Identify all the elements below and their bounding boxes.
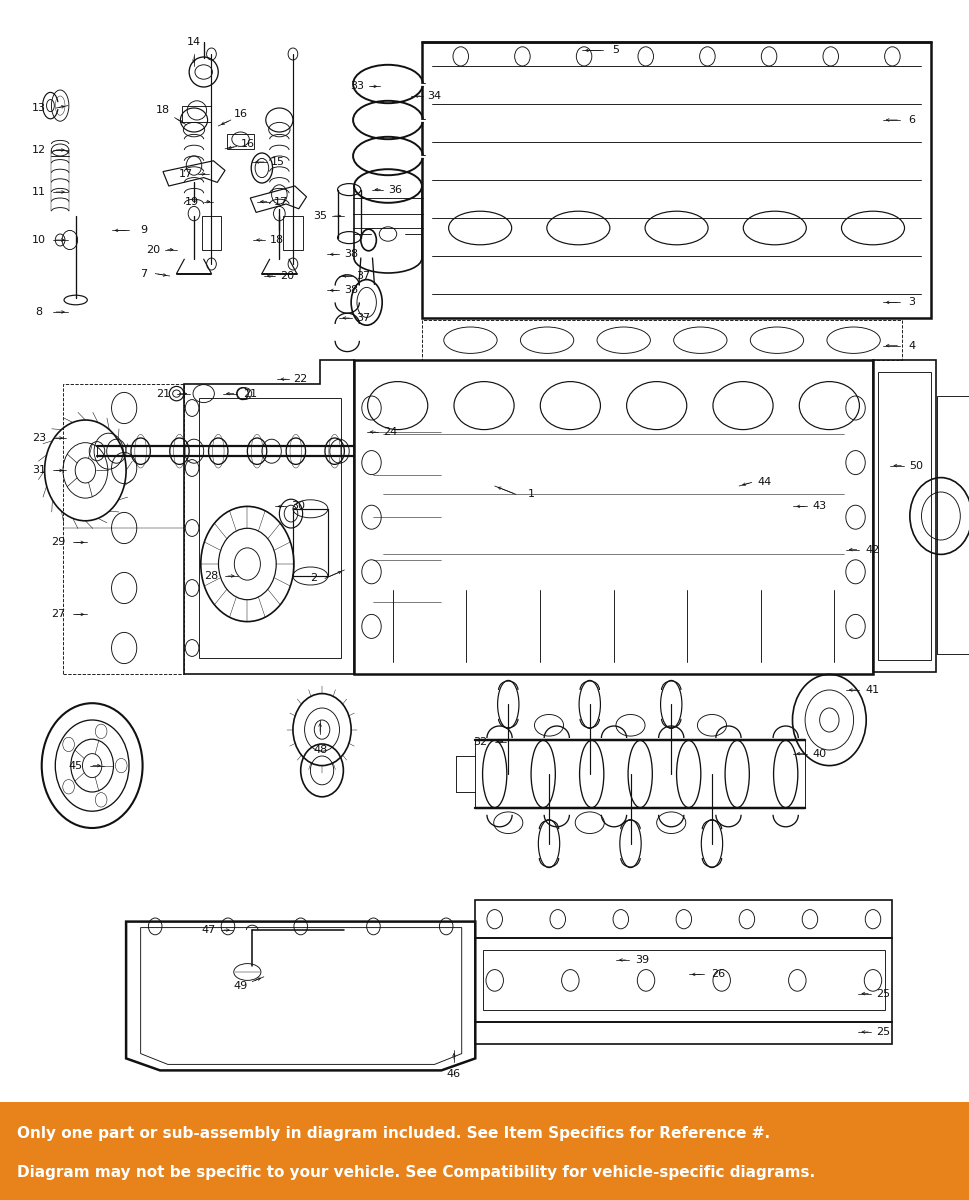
Text: 37: 37 xyxy=(357,313,370,323)
Text: Only one part or sub-assembly in diagram included. See Item Specifics for Refere: Only one part or sub-assembly in diagram… xyxy=(17,1126,769,1140)
Text: 14: 14 xyxy=(187,37,201,47)
Text: 50: 50 xyxy=(909,461,922,470)
Bar xyxy=(202,216,221,250)
Text: 4: 4 xyxy=(907,341,915,350)
Text: 22: 22 xyxy=(294,374,307,384)
Text: 25: 25 xyxy=(875,1027,889,1037)
Text: 25: 25 xyxy=(875,989,889,998)
Bar xyxy=(283,216,302,250)
Text: 8: 8 xyxy=(35,307,43,317)
Text: 20: 20 xyxy=(146,245,160,254)
Text: 9: 9 xyxy=(140,226,147,235)
Text: 41: 41 xyxy=(865,685,879,695)
Text: 46: 46 xyxy=(447,1069,460,1079)
Text: 43: 43 xyxy=(812,502,826,511)
Text: 17: 17 xyxy=(274,197,288,206)
Text: 1: 1 xyxy=(527,490,535,499)
Text: 27: 27 xyxy=(51,610,65,619)
Text: 40: 40 xyxy=(812,749,826,758)
Text: 32: 32 xyxy=(473,737,486,746)
Text: 13: 13 xyxy=(32,103,46,113)
Text: Diagram may not be specific to your vehicle. See Compatibility for vehicle-speci: Diagram may not be specific to your vehi… xyxy=(17,1165,815,1180)
Text: 38: 38 xyxy=(344,286,358,295)
Bar xyxy=(0,1102,969,1200)
Text: 7: 7 xyxy=(140,269,147,278)
Text: 18: 18 xyxy=(269,235,283,245)
Text: 20: 20 xyxy=(280,271,294,281)
Text: 45: 45 xyxy=(69,761,82,770)
Text: 26: 26 xyxy=(710,970,724,979)
Text: 24: 24 xyxy=(383,427,396,437)
Text: 11: 11 xyxy=(32,187,46,197)
Text: 37: 37 xyxy=(357,271,370,281)
Text: 15: 15 xyxy=(270,157,284,167)
Text: 34: 34 xyxy=(427,91,441,101)
Text: 38: 38 xyxy=(344,250,358,259)
Text: 16: 16 xyxy=(234,109,247,119)
Text: 39: 39 xyxy=(635,955,648,965)
Text: 48: 48 xyxy=(313,745,327,755)
Text: 49: 49 xyxy=(234,982,247,991)
Text: 2: 2 xyxy=(309,574,317,583)
Text: 28: 28 xyxy=(204,571,218,581)
Text: 29: 29 xyxy=(51,538,65,547)
Text: 12: 12 xyxy=(32,145,46,155)
Text: 42: 42 xyxy=(865,545,879,554)
Text: 35: 35 xyxy=(313,211,327,221)
Text: 16: 16 xyxy=(241,139,255,149)
Text: 3: 3 xyxy=(907,298,915,307)
Text: 21: 21 xyxy=(243,389,257,398)
Text: 23: 23 xyxy=(32,433,46,443)
Text: 6: 6 xyxy=(907,115,915,125)
Text: 36: 36 xyxy=(388,185,401,194)
Text: 31: 31 xyxy=(32,466,46,475)
Text: 18: 18 xyxy=(156,106,170,115)
Text: 19: 19 xyxy=(185,197,199,206)
Text: 33: 33 xyxy=(350,82,363,91)
Text: 44: 44 xyxy=(757,478,770,487)
Text: 5: 5 xyxy=(611,46,619,55)
Text: 21: 21 xyxy=(156,389,170,398)
Text: 10: 10 xyxy=(32,235,46,245)
Text: 47: 47 xyxy=(202,925,215,935)
Text: 17: 17 xyxy=(179,169,193,179)
Text: 30: 30 xyxy=(291,502,304,511)
